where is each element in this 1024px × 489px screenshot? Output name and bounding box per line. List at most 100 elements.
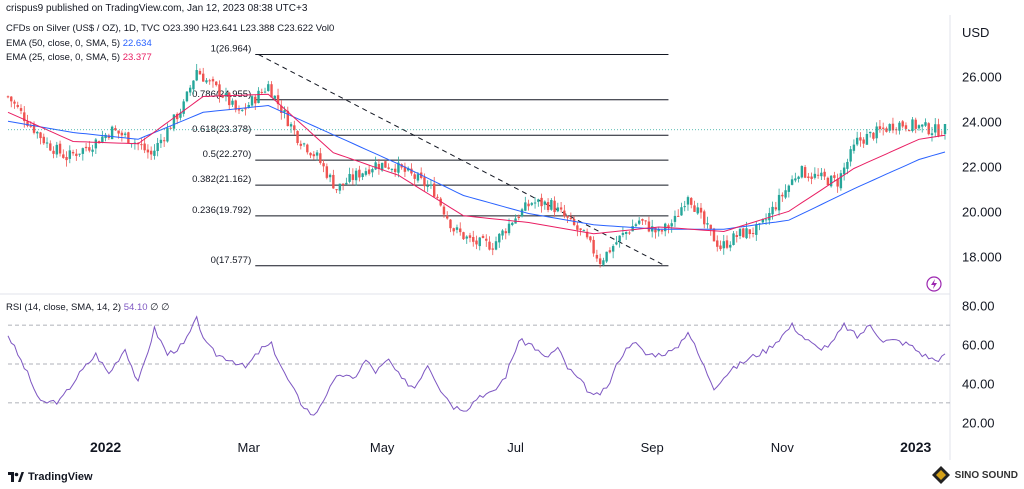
tradingview-logo-text: TradingView bbox=[28, 471, 93, 483]
candle-body bbox=[729, 244, 732, 248]
candle-body bbox=[898, 122, 901, 131]
candle-body bbox=[6, 96, 10, 98]
candle-body bbox=[904, 125, 908, 129]
candle-body bbox=[878, 126, 882, 130]
candle-body bbox=[855, 137, 859, 145]
candle-body bbox=[16, 105, 19, 107]
candle-body bbox=[276, 95, 280, 105]
candle-body bbox=[429, 184, 433, 186]
candle-body bbox=[719, 245, 722, 250]
candle-body bbox=[325, 166, 329, 178]
candle-body bbox=[101, 136, 104, 143]
candle-body bbox=[862, 139, 865, 144]
candle-body bbox=[413, 174, 416, 179]
candle-body bbox=[215, 81, 218, 86]
candle-body bbox=[393, 168, 397, 173]
candle-body bbox=[800, 166, 804, 178]
candle-body bbox=[433, 183, 436, 197]
ema50-legend: EMA (50, close, 0, SMA, 5) 22.634 bbox=[6, 38, 152, 49]
fib-level-label: 0.236(19.792) bbox=[192, 205, 251, 216]
candle-body bbox=[123, 133, 127, 135]
candle-body bbox=[442, 206, 446, 215]
candle-body bbox=[566, 216, 569, 218]
candle-body bbox=[263, 91, 267, 93]
candle-body bbox=[94, 139, 98, 149]
candle-body bbox=[218, 84, 221, 97]
candle-body bbox=[618, 235, 621, 242]
fib-trend-line bbox=[258, 54, 666, 267]
tradingview-logo[interactable]: TradingView bbox=[8, 471, 93, 483]
candle-body bbox=[572, 218, 576, 226]
candle-body bbox=[459, 228, 462, 233]
candle-body bbox=[706, 223, 709, 225]
candle-body bbox=[556, 207, 560, 212]
candle-body bbox=[924, 122, 927, 126]
candle-body bbox=[299, 143, 303, 146]
rsi-tick-label: 80.00 bbox=[962, 299, 995, 314]
candle-body bbox=[446, 215, 449, 219]
candle-body bbox=[315, 152, 319, 156]
candle-body bbox=[224, 93, 228, 97]
candle-body bbox=[875, 126, 878, 139]
candle-body bbox=[377, 163, 381, 169]
candle-body bbox=[794, 178, 797, 181]
candle-body bbox=[52, 150, 55, 154]
candle-body bbox=[576, 225, 579, 230]
candle-body bbox=[569, 218, 573, 220]
price-tick-label: 20.000 bbox=[962, 204, 1002, 219]
candle-body bbox=[478, 237, 481, 247]
candle-body bbox=[725, 240, 729, 248]
candle-body bbox=[332, 174, 335, 189]
candle-body bbox=[677, 215, 680, 217]
candle-body bbox=[423, 177, 426, 187]
candle-body bbox=[911, 119, 914, 132]
fib-level-label: 1(26.964) bbox=[211, 44, 252, 55]
candle-body bbox=[475, 240, 478, 245]
candle-body bbox=[934, 124, 937, 133]
candle-body bbox=[410, 168, 413, 174]
candle-body bbox=[241, 109, 244, 111]
candle-body bbox=[175, 113, 179, 120]
candle-body bbox=[738, 228, 742, 236]
candle-body bbox=[416, 174, 420, 181]
rsi-tick-label: 20.00 bbox=[962, 415, 995, 430]
candle-body bbox=[312, 154, 316, 157]
x-tick-label: 2023 bbox=[900, 439, 931, 455]
candle-body bbox=[582, 230, 586, 232]
candle-body bbox=[654, 227, 657, 233]
candle-body bbox=[208, 80, 211, 82]
candle-body bbox=[195, 70, 198, 81]
lightning-icon bbox=[931, 279, 937, 289]
candle-body bbox=[182, 101, 185, 114]
candle-body bbox=[302, 143, 306, 145]
fib-level-label: 0.382(21.162) bbox=[192, 174, 251, 185]
candle-body bbox=[735, 235, 738, 238]
candle-body bbox=[768, 213, 771, 221]
candle-body bbox=[328, 174, 332, 178]
candle-body bbox=[244, 108, 247, 110]
x-tick-label: Sep bbox=[641, 440, 664, 455]
candle-body bbox=[644, 220, 647, 222]
candle-body bbox=[19, 108, 23, 111]
candle-body bbox=[267, 84, 270, 92]
candle-body bbox=[501, 230, 504, 236]
candle-body bbox=[559, 207, 563, 210]
candle-body bbox=[202, 73, 205, 82]
candle-body bbox=[166, 127, 169, 142]
candle-body bbox=[690, 198, 693, 205]
candle-body bbox=[820, 172, 823, 177]
candle-body bbox=[641, 219, 644, 221]
candle-body bbox=[280, 105, 283, 113]
candle-body bbox=[133, 142, 137, 144]
candle-body bbox=[680, 207, 683, 216]
candle-body bbox=[319, 153, 322, 163]
candle-body bbox=[162, 140, 166, 142]
candle-body bbox=[270, 84, 273, 98]
candle-body bbox=[696, 207, 699, 214]
candle-body bbox=[709, 224, 712, 230]
candle-body bbox=[784, 190, 787, 198]
published-line: crispus9 published on TradingView.com, J… bbox=[6, 3, 308, 14]
candle-body bbox=[908, 129, 911, 132]
candle-body bbox=[185, 91, 189, 102]
